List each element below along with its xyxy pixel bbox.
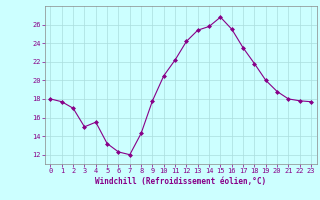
X-axis label: Windchill (Refroidissement éolien,°C): Windchill (Refroidissement éolien,°C) (95, 177, 266, 186)
